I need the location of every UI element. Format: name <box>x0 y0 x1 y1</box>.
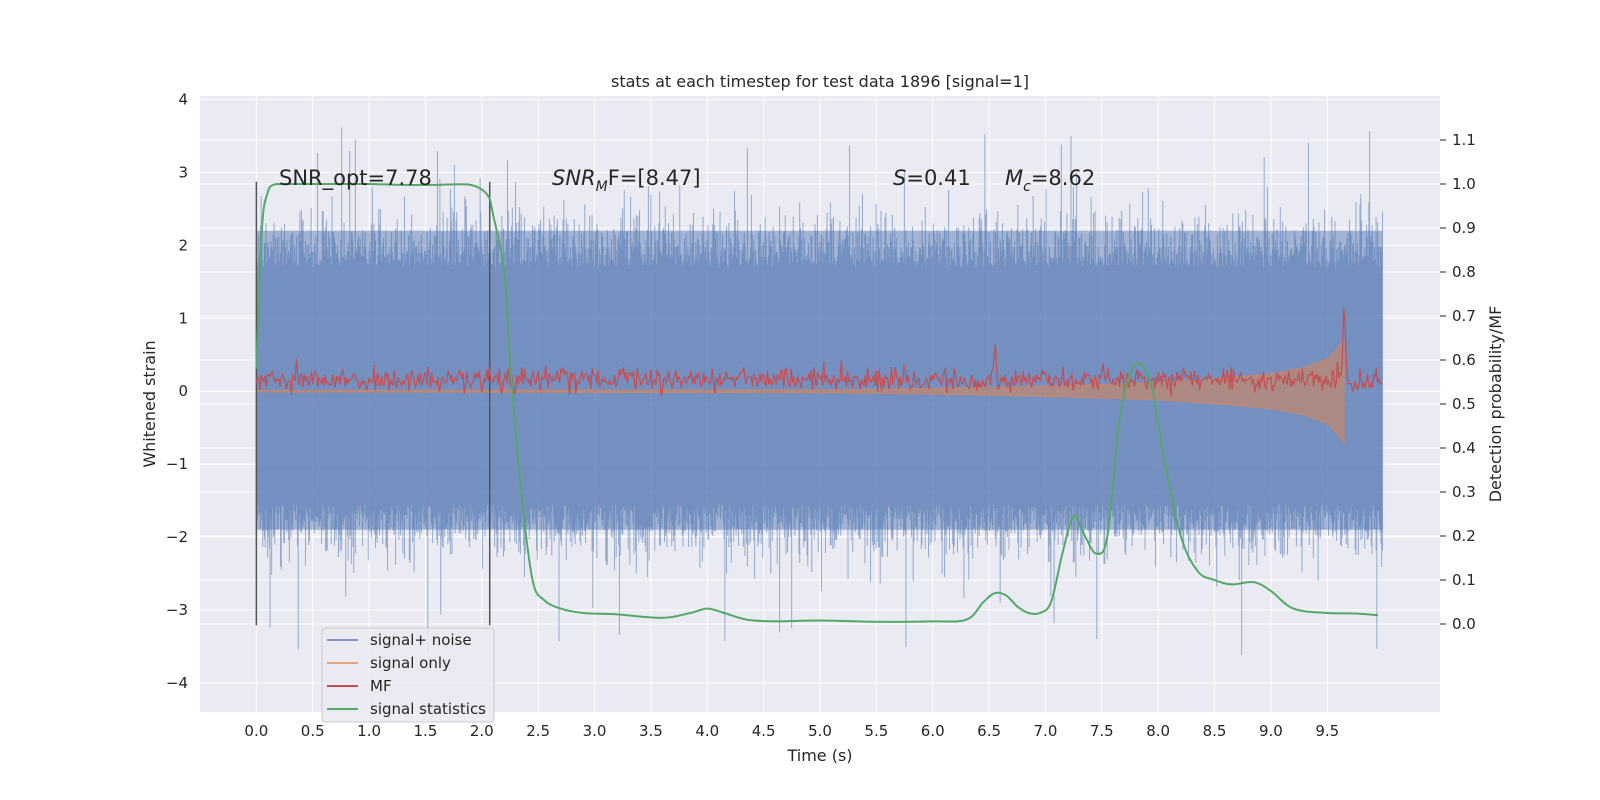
legend-label-mf: MF <box>370 677 392 695</box>
mf-series <box>255 307 1383 397</box>
x-tick-label: 0.0 <box>244 722 268 740</box>
y-right-tick-label: 0.5 <box>1452 395 1476 413</box>
x-tick-label: 9.0 <box>1259 722 1283 740</box>
x-tick-label: 2.0 <box>470 722 494 740</box>
signal-only-series <box>255 337 1345 446</box>
y-axis-label: Whitened strain <box>140 340 159 467</box>
x-tick-label: 7.0 <box>1034 722 1058 740</box>
tick-labels: 0.0 0.5 1.0 1.5 2.0 2.5 3.0 3.5 4.0 4.5 5.0 5.5 6.0 6… <box>166 91 1476 740</box>
x-tick-label: 8.0 <box>1146 722 1170 740</box>
x-axis-label: Time (s) <box>786 746 852 765</box>
x-tick-label: 3.0 <box>583 722 607 740</box>
signal-statistics-line <box>255 182 1379 623</box>
x-tick-label: 5.5 <box>864 722 888 740</box>
y-right-tick-label: 0.1 <box>1452 571 1476 589</box>
legend-box <box>321 627 495 723</box>
annotation-snr-mf: SNRMF=[8.47] <box>552 166 701 195</box>
y-tick-label: 2 <box>178 236 188 254</box>
y-right-tick-label: 0.0 <box>1452 615 1476 633</box>
y-right-tick-label: 0.6 <box>1452 351 1476 369</box>
x-tick-label: 1.5 <box>414 722 438 740</box>
y-right-tick-label: 0.3 <box>1452 483 1476 501</box>
x-tick-label: 4.0 <box>695 722 719 740</box>
x-tick-label: 0.5 <box>301 722 325 740</box>
y-right-axis-label: Detection probability/MF <box>1486 306 1505 503</box>
signal-statistics-series <box>255 182 1379 623</box>
y-right-tick-label: 0.8 <box>1452 263 1476 281</box>
legend: signal+ noise signal only MF signal stat… <box>321 627 495 723</box>
x-tick-label: 9.5 <box>1315 722 1339 740</box>
x-tick-label: 1.0 <box>357 722 381 740</box>
mf-line <box>255 307 1383 397</box>
x-tick-label: 6.5 <box>977 722 1001 740</box>
y-tick-label: −1 <box>166 455 188 473</box>
y-tick-label: 0 <box>178 382 188 400</box>
y-tick-label: 1 <box>178 309 188 327</box>
y-tick-label: 3 <box>178 164 188 182</box>
vertical-markers <box>255 181 491 626</box>
x-tick-label: 4.5 <box>752 722 776 740</box>
y-right-tick-label: 0.2 <box>1452 527 1476 545</box>
x-tick-label: 7.5 <box>1090 722 1114 740</box>
annotations: SNR_opt=7.78 SNRMF=[8.47] S=0.41 Mc=8.62 <box>279 166 1095 195</box>
annotation-snr-opt: SNR_opt=7.78 <box>279 166 432 191</box>
x-tick-label: 6.0 <box>921 722 945 740</box>
annotation-s: S=0.41 <box>893 166 971 190</box>
x-tick-label: 5.0 <box>808 722 832 740</box>
x-tick-label: 2.5 <box>526 722 550 740</box>
annotation-mc: Mc=8.62 <box>1005 166 1095 195</box>
chart-title: stats at each timestep for test data 189… <box>611 72 1029 91</box>
legend-label-stat: signal statistics <box>370 700 486 718</box>
y-right-tick-label: 0.9 <box>1452 219 1476 237</box>
x-tick-label: 3.5 <box>639 722 663 740</box>
legend-label-signal: signal only <box>370 654 451 672</box>
y-tick-label: 4 <box>178 91 188 109</box>
y-right-tick-label: 1.0 <box>1452 175 1476 193</box>
signal-envelope <box>255 337 1345 446</box>
y-right-tick-label: 0.7 <box>1452 307 1476 325</box>
y-tick-label: −3 <box>166 601 188 619</box>
x-tick-label: 8.5 <box>1203 722 1227 740</box>
legend-label-noise: signal+ noise <box>370 631 472 649</box>
y-tick-label: −4 <box>166 674 188 692</box>
y-right-tick-label: 1.1 <box>1452 131 1476 149</box>
y-right-tick-label: 0.4 <box>1452 439 1476 457</box>
y-tick-label: −2 <box>166 528 188 546</box>
